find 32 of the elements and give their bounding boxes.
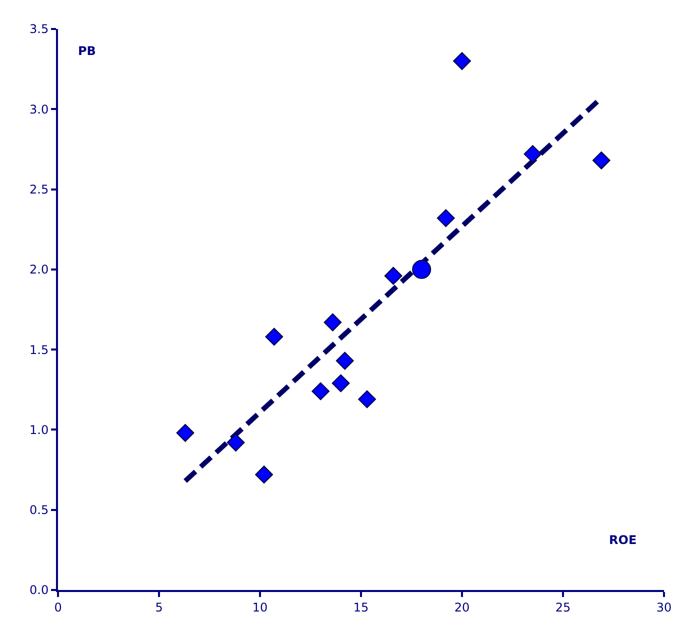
point	[412, 260, 432, 279]
point	[332, 374, 350, 392]
y-tick-label: 3.5	[30, 22, 49, 36]
y-tick-label: 0.0	[30, 583, 49, 598]
x-tick-label: 5	[155, 600, 163, 614]
x-tick-label: 20	[454, 600, 470, 614]
point	[384, 266, 402, 285]
y-tick-label: 1.0	[30, 422, 49, 437]
y-tick-label: 2.5	[30, 182, 49, 196]
point	[176, 424, 194, 442]
x-tick-label: 0	[54, 600, 62, 614]
point	[524, 145, 542, 163]
point	[336, 352, 354, 370]
x-axis-title: ROE	[609, 533, 637, 547]
x-tick-label: 30	[656, 600, 672, 614]
point	[265, 328, 284, 346]
x-tick-label: 15	[353, 600, 369, 614]
point	[324, 313, 342, 332]
point	[226, 434, 245, 452]
x-tick-label: 25	[555, 600, 571, 614]
point	[592, 151, 610, 170]
y-tick-label: 1.5	[30, 342, 49, 357]
point	[453, 52, 471, 70]
point	[358, 390, 376, 408]
y-tick-label: 2.0	[30, 262, 49, 277]
x-tick-label: 10	[252, 600, 268, 614]
point	[436, 209, 455, 228]
point	[255, 466, 273, 484]
y-tick-label: 3.0	[30, 102, 49, 116]
y-axis-title: PB	[78, 44, 96, 58]
point	[312, 382, 330, 400]
y-tick-label: 0.5	[30, 503, 49, 518]
